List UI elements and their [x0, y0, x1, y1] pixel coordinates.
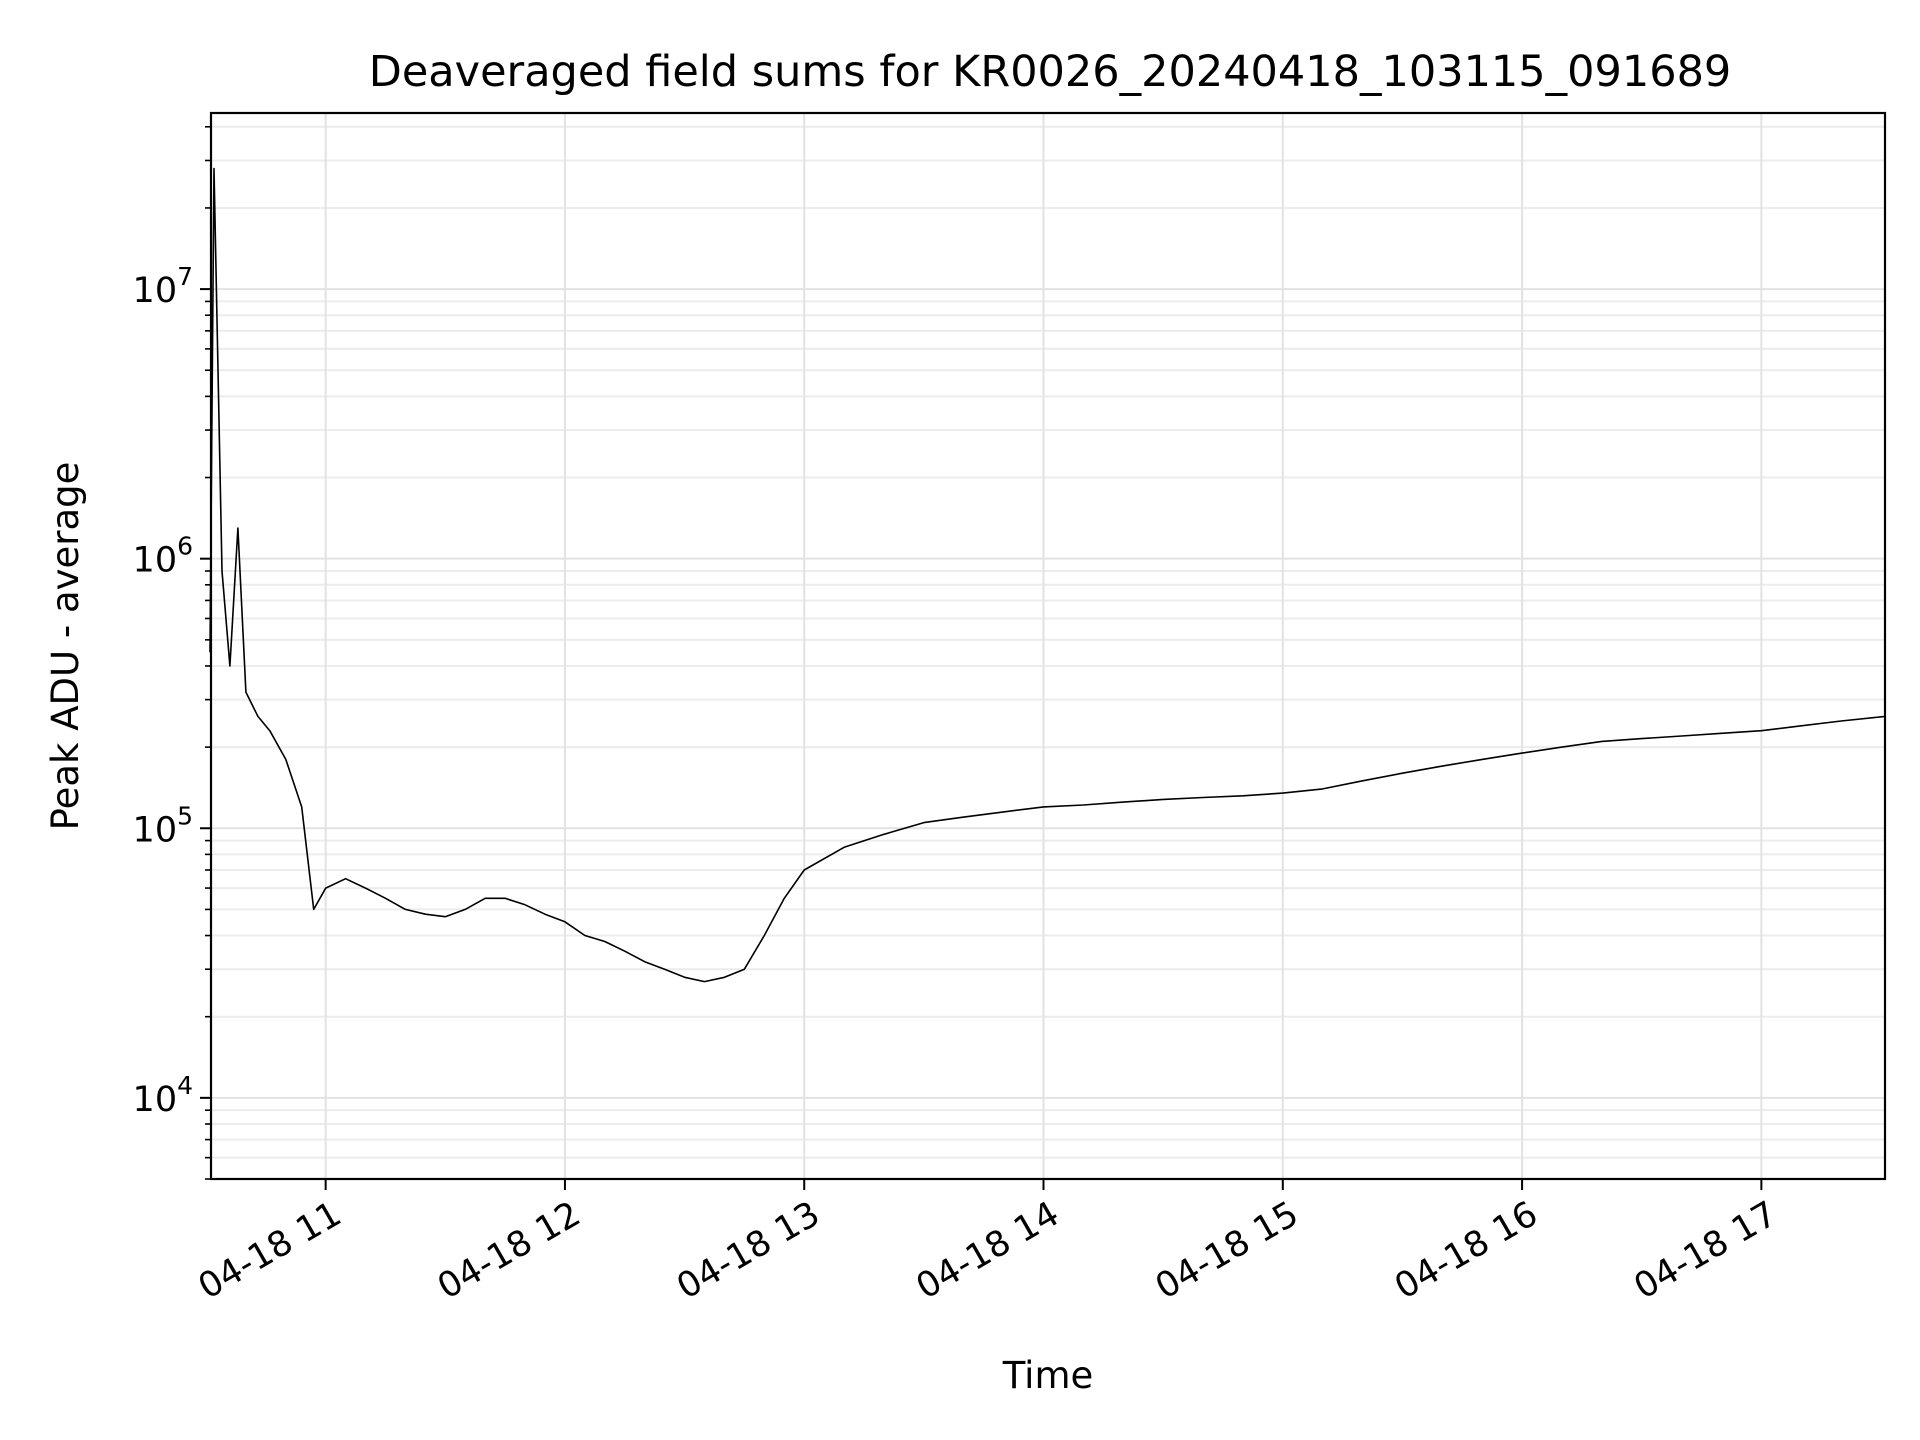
y-axis: 104 105 106 107: [133, 125, 211, 1180]
y-tick-label: 106: [133, 532, 193, 581]
series-group: [209, 167, 1886, 983]
series-line: [209, 167, 1886, 983]
y-tick-label: 104: [133, 1071, 193, 1120]
x-axis-label: Time: [1002, 1354, 1094, 1397]
y-tick-label: 107: [133, 262, 193, 311]
y-axis-label: Peak ADU - average: [44, 462, 87, 831]
plot-frame: [209, 111, 1887, 1181]
y-tick-label: 105: [133, 801, 193, 850]
chart-title: Deaveraged field sums for KR0026_2024041…: [369, 47, 1732, 97]
grid: [211, 113, 1885, 1180]
